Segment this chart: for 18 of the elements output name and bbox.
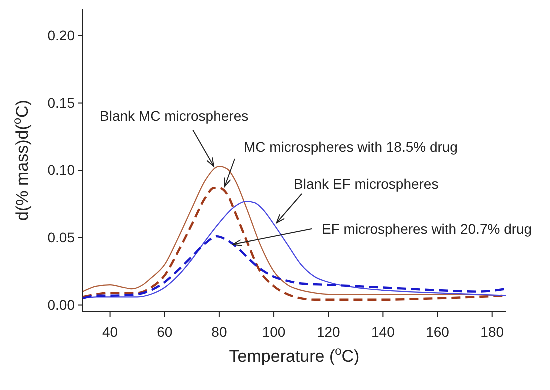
x-tick-label: 100 [262, 324, 286, 340]
x-tick-label: 40 [102, 324, 118, 340]
y-tick-label: 0.05 [48, 229, 76, 246]
annotation: Blank EF microspheres [294, 176, 439, 192]
x-tick-label: 60 [157, 324, 173, 340]
annotation: Blank MC microspheres [100, 108, 249, 124]
x-tick-label: 120 [316, 324, 341, 340]
x-axis-title: Temperature ($^{o}$C) [229, 344, 360, 366]
y-tick-label: 0.10 [48, 162, 76, 178]
y-tick-label: 0.15 [48, 94, 76, 111]
x-tick-label: 140 [372, 324, 396, 340]
x-tick-label: 80 [212, 324, 228, 340]
x-tick-label: 180 [480, 324, 504, 340]
y-tick-label: 0.00 [48, 296, 76, 313]
y-tick-label: 0.20 [48, 27, 76, 44]
annotation: MC microspheres with 18.5% drug [244, 139, 458, 155]
x-tick-label: 160 [426, 324, 450, 340]
annotation: EF microspheres with 20.7% drug [322, 221, 532, 237]
